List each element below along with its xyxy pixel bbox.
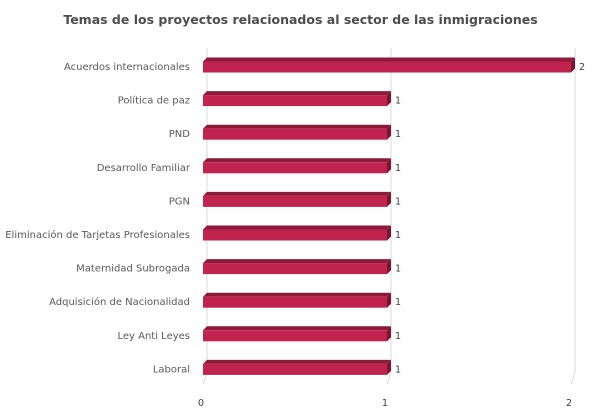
category-label: Desarrollo Familiar <box>97 163 191 174</box>
bar-side <box>387 326 391 342</box>
bar <box>203 128 387 140</box>
bar-side <box>387 359 391 375</box>
bar <box>203 61 571 73</box>
data-label: 1 <box>395 297 401 308</box>
bar <box>203 263 387 275</box>
bar <box>203 229 387 241</box>
bar-top <box>203 259 391 264</box>
bar-top <box>203 326 391 331</box>
gridline-foot <box>570 371 576 385</box>
bar-top <box>203 124 391 129</box>
bar-side <box>387 91 391 107</box>
x-tick-label: 1 <box>382 398 388 409</box>
bar <box>203 296 387 308</box>
category-label: Ley Anti Leyes <box>117 331 190 342</box>
x-tick-label: 0 <box>198 398 204 409</box>
data-label: 1 <box>395 96 401 107</box>
bar <box>203 95 387 107</box>
bar-side <box>387 259 391 275</box>
category-label: Adquisición de Nacionalidad <box>49 296 190 308</box>
chart-title: Temas de los proyectos relacionados al s… <box>63 12 538 27</box>
bar-top <box>203 158 391 163</box>
bar-side <box>387 124 391 140</box>
bar-top <box>203 57 575 62</box>
category-label: PGN <box>169 196 190 207</box>
data-label: 1 <box>395 129 401 140</box>
gridline-foot <box>386 371 392 385</box>
bar <box>203 162 387 174</box>
bar-side <box>387 225 391 241</box>
category-label: Laboral <box>153 364 190 375</box>
data-label: 1 <box>395 163 401 174</box>
data-label: 1 <box>395 230 401 241</box>
data-label: 2 <box>579 62 585 73</box>
data-label: 1 <box>395 264 401 275</box>
bar-side <box>571 57 575 73</box>
bar <box>203 363 387 375</box>
bar-side <box>387 191 391 207</box>
bar <box>203 330 387 342</box>
data-label: 1 <box>395 331 401 342</box>
bar-top <box>203 91 391 96</box>
bar-top <box>203 191 391 196</box>
category-label: PND <box>169 129 191 140</box>
category-label: Política de paz <box>118 95 190 107</box>
category-label: Acuerdos internacionales <box>64 62 190 73</box>
bar-side <box>387 158 391 174</box>
x-tick-label: 2 <box>566 398 572 409</box>
bar-top <box>203 225 391 230</box>
bar <box>203 195 387 207</box>
category-label: Eliminación de Tarjetas Profesionales <box>5 229 190 241</box>
bar-side <box>387 292 391 308</box>
data-label: 1 <box>395 196 401 207</box>
data-label: 1 <box>395 364 401 375</box>
bar-top <box>203 359 391 364</box>
bar-top <box>203 292 391 297</box>
category-label: Maternidad Subrogada <box>76 264 190 275</box>
